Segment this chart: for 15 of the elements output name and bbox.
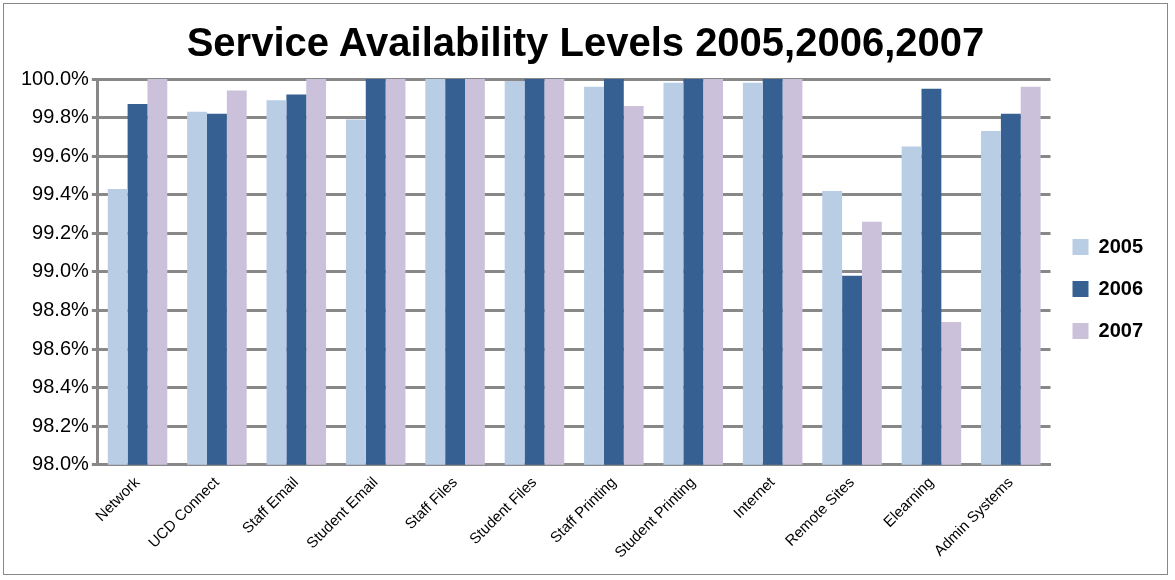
y-tick-label: 99.6% [32, 143, 90, 166]
y-tick-label: 99.0% [32, 259, 90, 282]
y-tick-label: 98.0% [32, 452, 90, 475]
legend-label: 2005 [1098, 234, 1144, 257]
legend-label: 2006 [1098, 276, 1144, 299]
y-tick-label: 98.6% [32, 336, 90, 359]
y-tick-label: 99.2% [32, 220, 90, 243]
y-tick-label: 99.8% [32, 105, 90, 128]
y-tick-label: 98.8% [32, 297, 90, 320]
chart-title: Service Availability Levels 2005,2006,2007 [186, 20, 985, 65]
y-tick-label: 99.4% [32, 182, 90, 205]
y-tick-label: 100.0% [20, 66, 90, 89]
legend-label: 2007 [1098, 318, 1144, 341]
y-tick-label: 98.2% [32, 413, 90, 436]
y-tick-label: 98.4% [32, 375, 90, 398]
